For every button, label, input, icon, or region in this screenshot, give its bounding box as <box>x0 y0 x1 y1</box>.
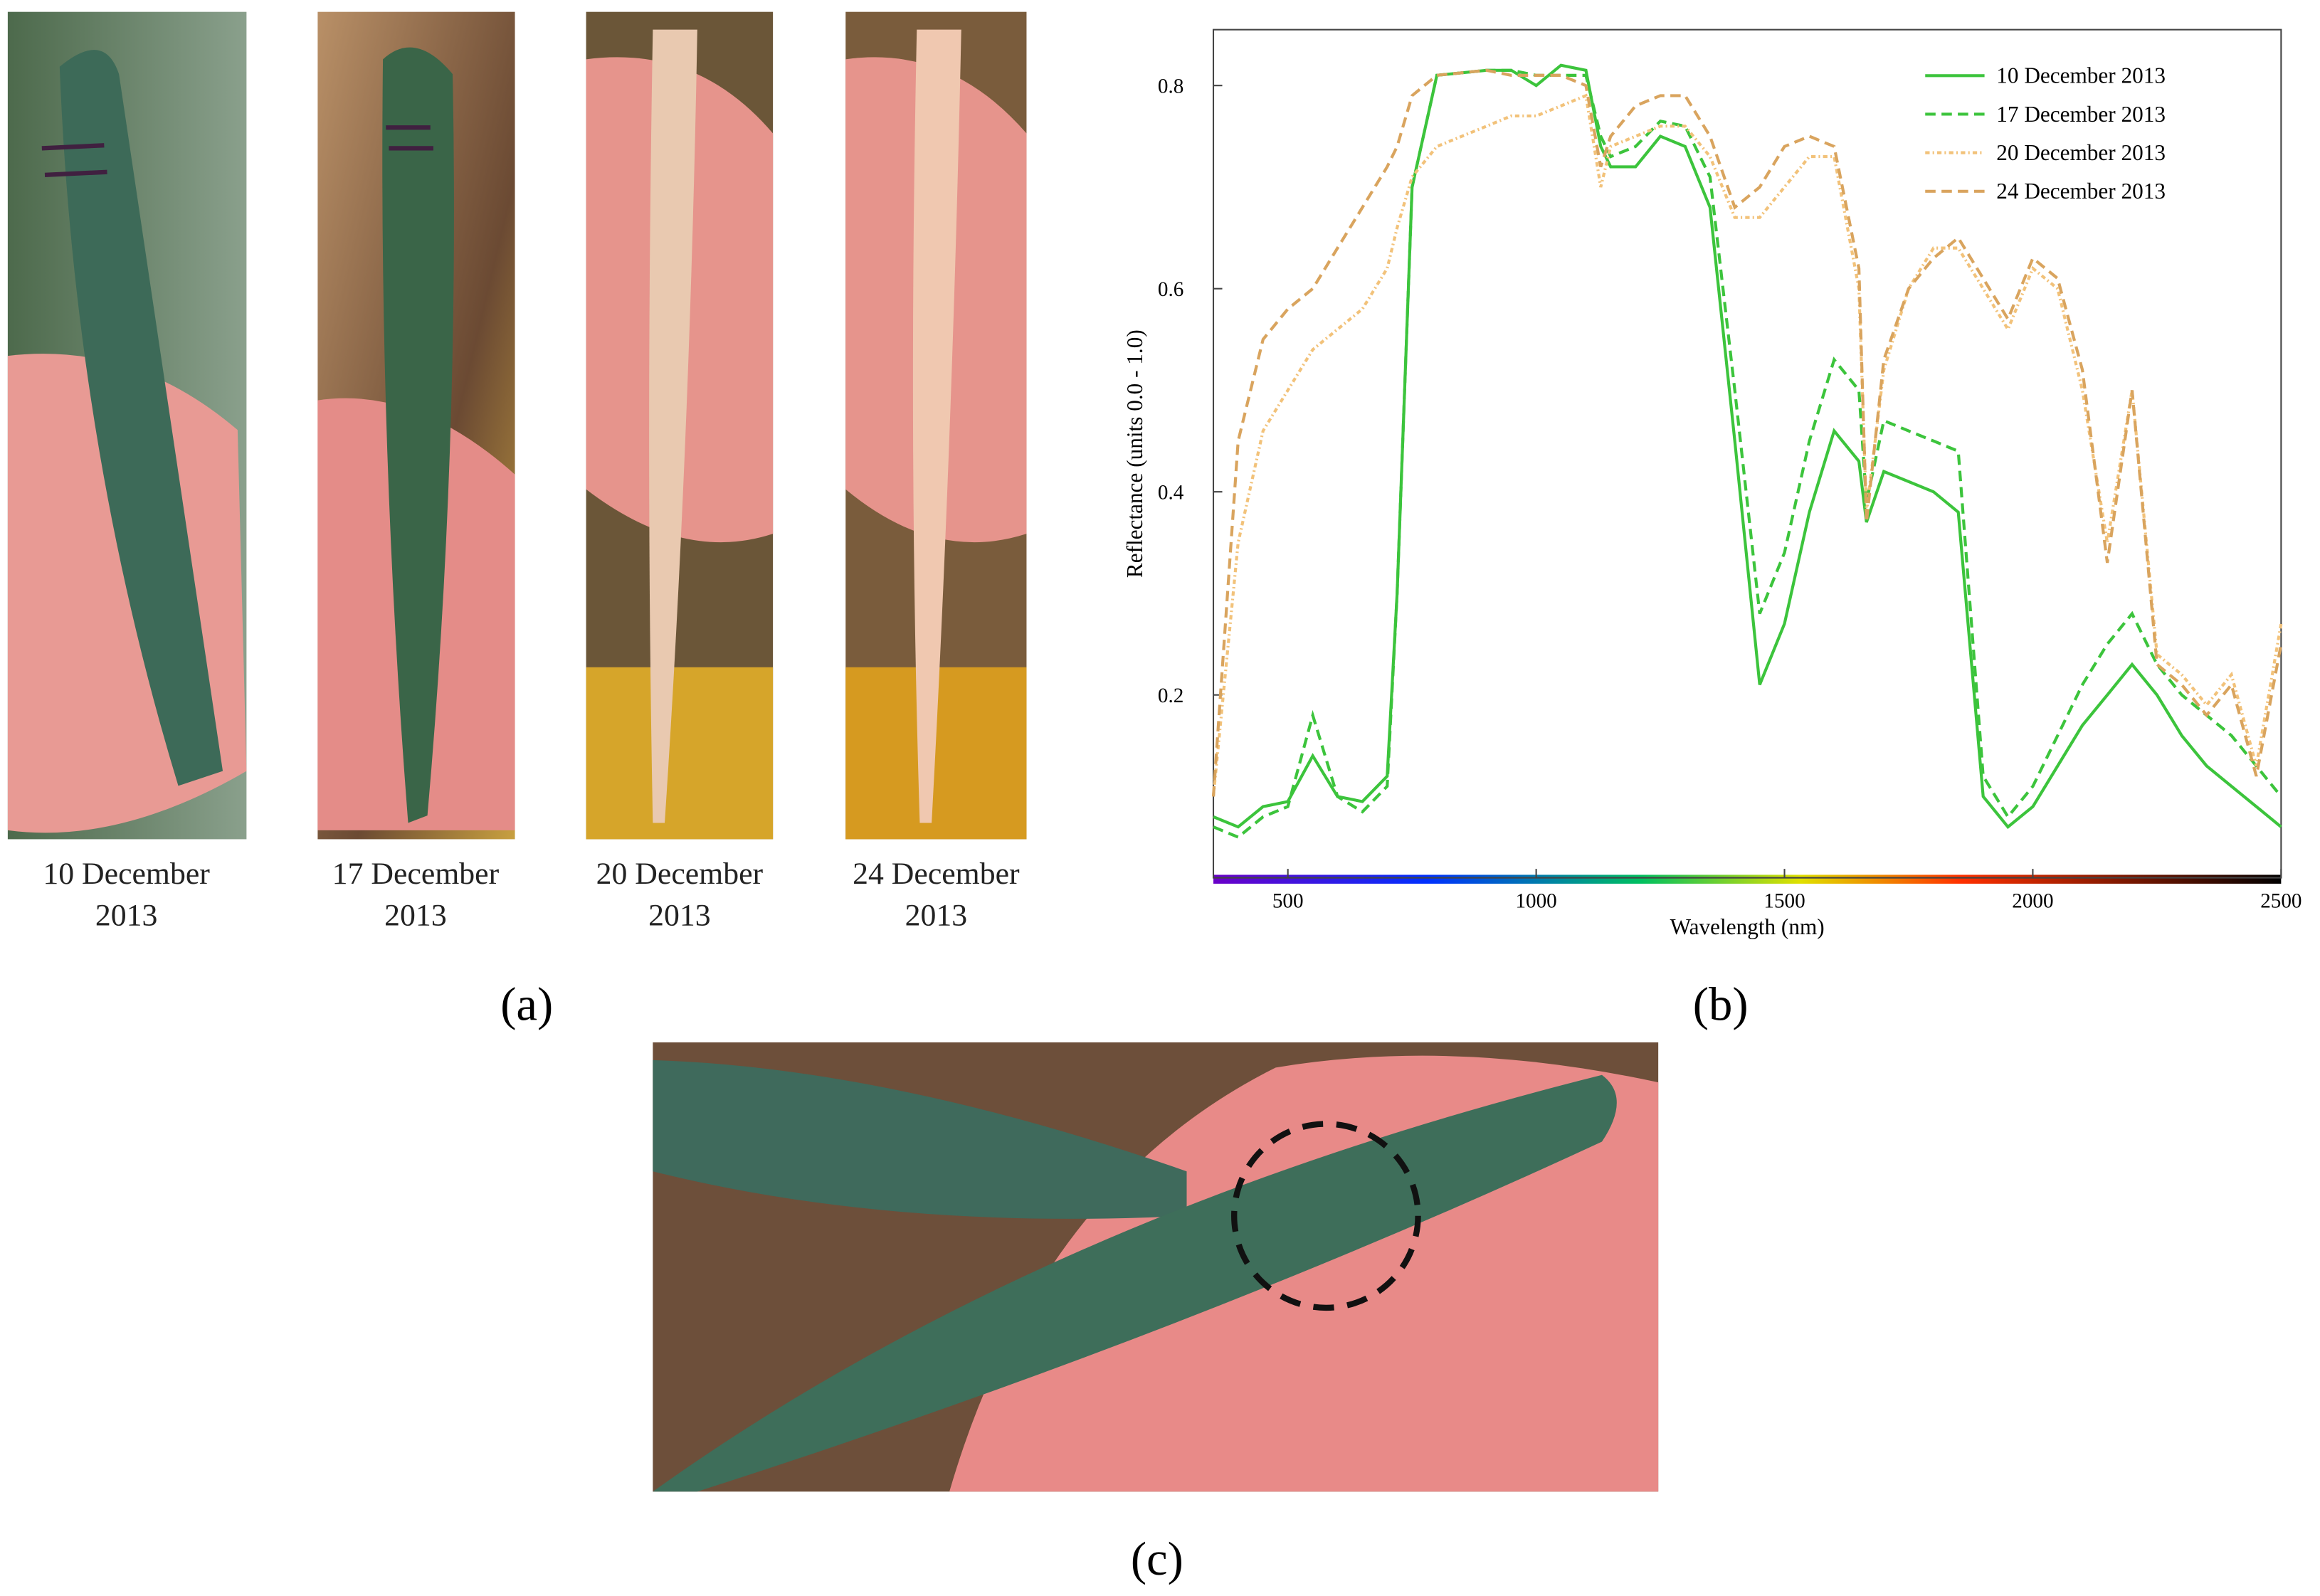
x-tick-label: 500 <box>1272 889 1304 912</box>
photo-a1 <box>7 11 247 840</box>
photo-caption: 17 December 2013 <box>332 855 500 933</box>
y-tick-label: 0.2 <box>1158 685 1183 707</box>
spectrum-bar <box>1213 874 2282 884</box>
x-axis-label: Wavelength (nm) <box>1670 914 1825 939</box>
photo-a4 <box>845 11 1027 840</box>
panel-label: (c) <box>1131 1533 1183 1585</box>
y-tick-label: 0.8 <box>1158 75 1183 98</box>
series-line <box>1213 68 2282 839</box>
y-tick-label: 0.6 <box>1158 278 1183 301</box>
caption-box: 10 December 2013 <box>43 855 210 933</box>
legend-label: 20 December 2013 <box>1996 140 2166 165</box>
photo-c <box>653 1042 1659 1492</box>
panel-label: (b) <box>1693 979 1749 1031</box>
x-tick-label: 1500 <box>1763 889 1805 912</box>
photo-a2 <box>317 11 515 840</box>
x-tick-label: 1000 <box>1515 889 1556 912</box>
photo-caption: 10 December 2013 <box>43 855 210 933</box>
y-axis-label: Reflectance (units 0.0 - 1.0) <box>1122 329 1147 578</box>
caption-box: 20 December 2013 <box>596 855 764 933</box>
legend-label: 24 December 2013 <box>1996 179 2166 204</box>
x-tick-label: 2500 <box>2260 889 2301 912</box>
panel-label: (a) <box>500 979 553 1031</box>
caption-box: 24 December 2013 <box>853 855 1020 933</box>
photo-caption: 24 December 2013 <box>853 855 1020 933</box>
photo-caption: 20 December 2013 <box>596 855 764 933</box>
y-tick-label: 0.4 <box>1158 482 1184 504</box>
plot-frame <box>1212 28 2282 879</box>
series-line <box>1211 68 2283 797</box>
legend-label: 17 December 2013 <box>1996 102 2166 127</box>
x-tick-label: 2000 <box>2012 889 2053 912</box>
caption-box: 17 December 2013 <box>332 855 500 933</box>
photo-a3 <box>586 11 774 840</box>
legend-label: 10 December 2013 <box>1996 63 2166 88</box>
